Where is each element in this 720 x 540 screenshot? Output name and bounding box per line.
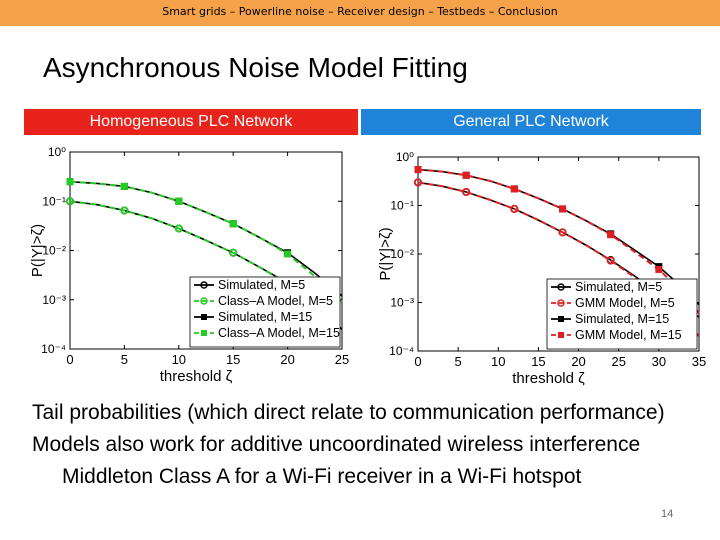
bullet-list: Tail probabilities (which direct relate … <box>32 400 672 496</box>
legend-marker <box>200 281 208 289</box>
bullet-item: Middleton Class A for a Wi-Fi receiver i… <box>62 465 582 488</box>
x-tick-label: 0 <box>414 354 421 369</box>
y-tick-label: 10⁰ <box>48 145 66 159</box>
legend-marker <box>557 283 565 291</box>
series-line <box>69 180 343 303</box>
x-axis-label: threshold ζ <box>512 370 585 387</box>
x-tick-label: 10 <box>491 354 505 369</box>
data-point <box>510 185 518 193</box>
legend-marker <box>201 330 207 336</box>
x-tick-label: 15 <box>226 352 240 367</box>
panel-label-left: Homogeneous PLC Network <box>24 109 358 135</box>
x-tick-label: 15 <box>531 354 545 369</box>
data-point <box>120 206 129 215</box>
x-axis-label: threshold ζ <box>160 368 233 385</box>
data-point <box>558 228 567 237</box>
data-point <box>120 182 128 190</box>
chart-homogeneous: 0 5 10 15 20 25 10⁰ 10⁻¹ 10⁻² 10⁻³ 10⁻⁴ threshold ζ… <box>29 145 349 385</box>
bullet-item: Models also work for additive uncoordina… <box>32 433 641 456</box>
y-tick-label: 10⁻² <box>42 244 66 258</box>
x-tick-label: 20 <box>571 354 585 369</box>
data-point <box>174 224 183 233</box>
data-point <box>462 171 470 179</box>
data-point <box>413 178 422 187</box>
data-point <box>284 250 292 258</box>
legend-marker <box>558 332 564 338</box>
data-point <box>414 166 422 174</box>
x-tick-label: 10 <box>172 352 186 367</box>
data-point <box>655 265 663 273</box>
y-tick-label: 10⁻¹ <box>390 199 414 213</box>
chart-general: 0 5 10 15 20 25 30 35 10⁰ 10⁻¹ 10⁻² 10⁻³ 10⁻⁴ thresho… <box>377 150 706 387</box>
legend-label: Simulated, M=15 <box>218 310 312 324</box>
data-point <box>229 220 237 228</box>
x-tick-label: 0 <box>66 352 73 367</box>
top-banner: Smart grids – Powerline noise – Receiver… <box>0 0 720 26</box>
data-point <box>559 205 567 213</box>
legend-marker <box>557 299 565 307</box>
x-tick-label: 25 <box>335 352 349 367</box>
x-tick-label: 20 <box>280 352 294 367</box>
y-tick-label: 10⁻⁴ <box>389 344 414 358</box>
legend <box>546 278 698 350</box>
x-tick-label: 5 <box>455 354 462 369</box>
legend-marker <box>200 297 208 305</box>
bullet-item: Tail probabilities (which direct relate … <box>32 401 665 424</box>
legend-label: GMM Model, M=5 <box>575 296 675 310</box>
y-tick-label: 10⁻³ <box>42 293 66 307</box>
y-tick-label: 10⁻² <box>390 247 414 261</box>
data-point <box>510 204 519 213</box>
legend-label: Simulated, M=15 <box>575 312 669 326</box>
x-tick-label: 30 <box>652 354 666 369</box>
data-point <box>65 197 74 206</box>
data-point <box>607 231 615 239</box>
y-tick-label: 10⁰ <box>396 150 414 164</box>
legend-marker <box>201 314 207 320</box>
y-axis-label: P(|Y|>ζ) <box>377 227 394 280</box>
legend-label: Class–A Model, M=15 <box>218 326 340 340</box>
page-number: 14 <box>661 508 674 520</box>
legend-label: Simulated, M=5 <box>575 280 662 294</box>
legend-label: Simulated, M=5 <box>218 278 305 292</box>
x-tick-label: 5 <box>121 352 128 367</box>
slide-title: Asynchronous Noise Model Fitting <box>43 52 468 83</box>
breadcrumb: Smart grids – Powerline noise – Receiver… <box>162 5 558 18</box>
legend <box>189 276 341 348</box>
x-tick-label: 25 <box>611 354 625 369</box>
data-point <box>229 248 238 257</box>
y-tick-label: 10⁻⁴ <box>41 342 66 356</box>
y-axis-label: P(|Y|>ζ) <box>29 224 46 277</box>
panel-label-right: General PLC Network <box>361 109 701 135</box>
y-tick-label: 10⁻¹ <box>42 194 66 208</box>
data-point <box>462 187 471 196</box>
data-point <box>175 197 183 205</box>
legend-marker <box>558 316 564 322</box>
x-tick-label: 35 <box>692 354 706 369</box>
data-point <box>606 256 615 265</box>
y-tick-label: 10⁻³ <box>390 296 414 310</box>
legend-label: Class–A Model, M=5 <box>218 294 333 308</box>
series-line <box>69 200 343 335</box>
legend-label: GMM Model, M=15 <box>575 328 682 342</box>
data-point <box>66 178 74 186</box>
